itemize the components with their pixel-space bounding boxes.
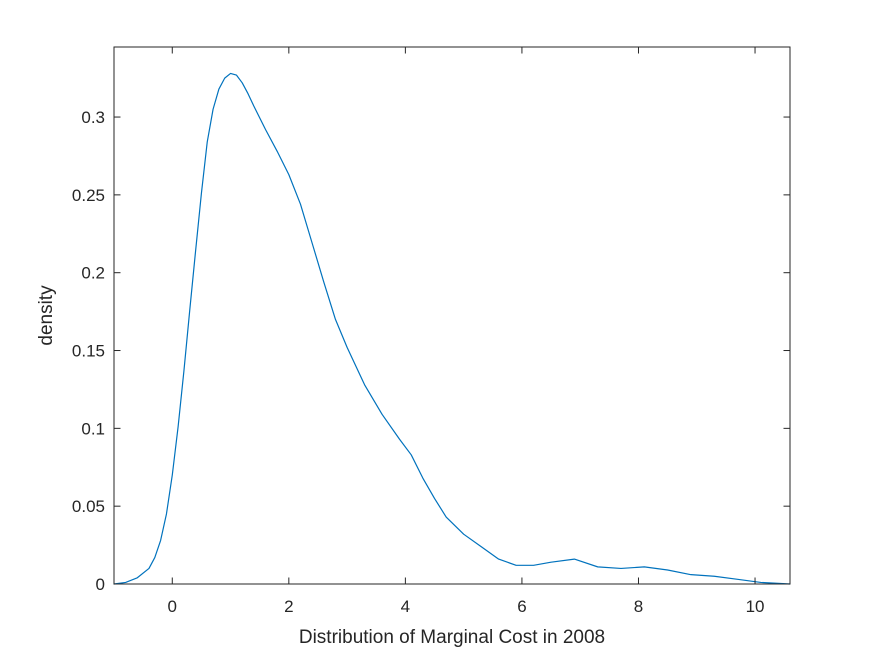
x-axis-label: Distribution of Marginal Cost in 2008: [299, 627, 605, 648]
axes-box: [113, 46, 791, 585]
x-tick-label: 2: [284, 597, 293, 616]
y-axis-label: density: [36, 285, 57, 346]
x-tick-label: 10: [746, 597, 765, 616]
plot-area: [114, 47, 790, 584]
y-tick-label: 0.05: [72, 497, 105, 516]
density-curve: [113, 72, 791, 585]
y-tick-label: 0: [96, 575, 105, 594]
x-tick-label: 6: [517, 597, 526, 616]
y-tick-label: 0.3: [81, 108, 105, 127]
x-tick-label: 4: [401, 597, 410, 616]
y-tick-label: 0.1: [81, 419, 105, 438]
x-tick-label: 8: [634, 597, 643, 616]
x-tick-label: 0: [168, 597, 177, 616]
y-tick-label: 0.2: [81, 264, 105, 283]
y-tick-label: 0.15: [72, 342, 105, 361]
y-tick-label: 0.25: [72, 186, 105, 205]
